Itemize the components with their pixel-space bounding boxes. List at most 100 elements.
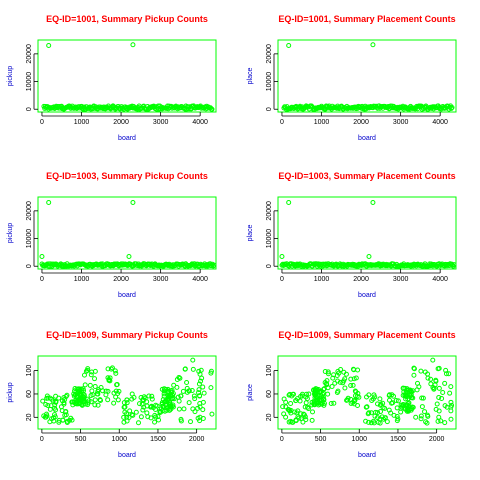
data-point [53,393,59,399]
chart-panel-4: EQ-ID=1003, Summary Placement Counts 0 100… [247,171,457,299]
data-point [74,401,80,407]
data-point [155,414,161,420]
data-point [138,395,144,401]
y-axis-label: pickup [7,223,14,243]
data-point [95,402,101,408]
data-point [81,393,87,399]
data-point [295,408,301,414]
chart-title: EQ-ID=1001, Summary Placement Counts [278,14,455,24]
data-point [418,368,424,374]
data-point [303,400,309,406]
plot-frame [277,196,457,270]
x-tick-label: 4000 [432,119,448,126]
data-point [188,419,194,425]
data-point [409,406,415,412]
data-point [87,382,93,388]
x-tick-label: 0 [40,119,44,126]
data-point [449,105,455,111]
data-point [126,414,132,420]
data-point [82,398,88,404]
data-point [197,418,203,424]
data-point [78,397,84,403]
data-point [382,405,388,411]
data-point [175,394,181,400]
data-points [281,42,455,112]
data-point [435,418,441,424]
data-point [408,388,414,394]
data-point [428,381,434,387]
data-point [129,412,135,418]
data-point [46,43,52,49]
data-point [43,401,49,407]
data-points [41,42,215,112]
x-tick-label: 2000 [353,276,369,283]
data-point [325,369,331,375]
data-point [394,418,400,424]
data-point [382,415,388,421]
data-point [375,419,381,425]
y-axis-label: place [247,68,254,85]
data-point [190,357,196,363]
data-point [375,410,381,416]
x-tick-label: 3000 [393,276,409,283]
data-point [64,418,70,424]
data-point [74,386,80,392]
data-point [363,418,369,424]
data-point [198,378,204,384]
data-point [161,393,167,399]
data-point [446,371,452,377]
data-point [419,404,425,410]
data-point [133,409,139,415]
data-point [180,388,186,394]
data-point [389,392,395,398]
data-point [322,369,328,375]
data-point [416,384,422,390]
data-point [191,393,197,399]
data-point [287,408,293,414]
data-point [186,388,192,394]
data-point [113,370,119,376]
data-point [350,366,356,372]
data-point [51,418,57,424]
data-point [370,200,376,206]
data-point [107,375,113,381]
data-point [144,403,150,409]
data-point [182,366,188,372]
data-point [105,397,111,403]
chart-title: EQ-ID=1009, Summary Pickup Counts [46,330,208,340]
data-point [372,413,378,419]
data-point [283,404,289,410]
data-point [56,419,62,425]
x-axis-label: board [118,452,136,459]
x-tick-label: 2000 [113,276,129,283]
data-point [289,393,295,399]
x-tick-label: 2000 [353,119,369,126]
plot-frame [277,355,457,430]
data-point [393,398,399,404]
data-point [156,417,162,423]
data-point [430,357,436,363]
data-point [47,406,53,412]
chart-panel-5: EQ-ID=1009, Summary Pickup Counts 0 500 100… [7,330,217,459]
data-point [176,398,182,404]
y-axis-label: pickup [7,66,14,86]
data-point [124,414,130,420]
y-tick-label: 20 [266,413,273,421]
data-point [318,398,324,404]
data-point [303,417,309,423]
data-point [353,389,359,395]
data-point [318,397,324,403]
data-point [402,385,408,391]
data-point [78,392,84,398]
data-point [124,400,130,406]
data-point [386,392,392,398]
x-tick-label: 4000 [192,119,208,126]
data-point [136,420,142,426]
data-point [96,387,102,393]
data-point [200,384,206,390]
data-point [341,369,347,375]
data-point [174,384,180,390]
data-point [283,414,289,420]
data-point [44,393,50,399]
x-tick-label: 0 [40,276,44,283]
